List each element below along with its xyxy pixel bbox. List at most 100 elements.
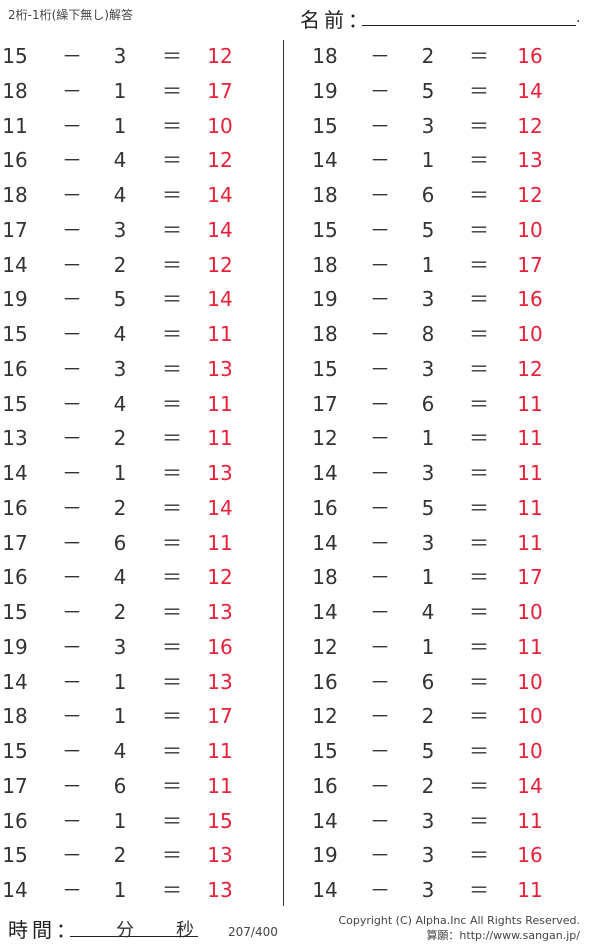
minuend: 15 [312, 356, 338, 381]
minus-sign: － [62, 808, 82, 833]
answer: 11 [517, 808, 543, 833]
minutes-label: 分 [116, 920, 134, 941]
equals-sign: ＝ [469, 461, 489, 485]
name-field-line [362, 25, 576, 26]
minuend: 14 [312, 878, 338, 902]
minuend: 17 [2, 530, 28, 555]
minus-sign: － [62, 843, 82, 868]
subtrahend: 4 [113, 183, 127, 207]
minuend: 17 [2, 773, 28, 798]
subtrahend: 3 [421, 461, 435, 485]
answer: 13 [207, 461, 233, 485]
equals-sign: ＝ [162, 565, 182, 590]
subtrahend: 1 [113, 461, 127, 485]
minus-sign: － [370, 356, 390, 381]
subtrahend: 3 [113, 217, 127, 242]
answer: 14 [517, 78, 543, 103]
subtrahend: 3 [113, 44, 127, 68]
answer: 10 [517, 322, 543, 346]
minuend: 15 [2, 600, 28, 624]
minuend: 14 [2, 669, 28, 694]
minus-sign: － [370, 113, 390, 138]
subtrahend: 1 [113, 808, 127, 833]
answer: 10 [517, 600, 543, 624]
answer: 16 [517, 843, 543, 868]
subtrahend: 6 [113, 530, 127, 555]
minuend: 19 [2, 634, 28, 659]
minuend: 11 [2, 113, 28, 138]
answer: 11 [517, 495, 543, 520]
minuend: 13 [2, 426, 28, 451]
time-field-line [70, 936, 198, 937]
answer: 14 [207, 287, 233, 312]
subtrahend: 5 [421, 495, 435, 520]
minus-sign: － [370, 322, 390, 346]
equals-sign: ＝ [162, 600, 182, 624]
answer: 10 [517, 217, 543, 242]
answer: 15 [207, 808, 233, 833]
worksheet-title: 2桁-1桁(繰下無し)解答 [8, 8, 133, 22]
answer: 10 [517, 739, 543, 763]
minus-sign: － [62, 287, 82, 312]
minus-sign: － [62, 391, 82, 416]
answer: 17 [517, 565, 543, 590]
minuend: 15 [2, 44, 28, 68]
minuend: 18 [312, 322, 338, 346]
minus-sign: － [370, 600, 390, 624]
answer: 10 [207, 113, 233, 138]
answer: 17 [207, 704, 233, 729]
minus-sign: － [370, 391, 390, 416]
seconds-label: 秒 [176, 920, 194, 941]
subtrahend: 3 [421, 356, 435, 381]
subtrahend: 3 [421, 530, 435, 555]
minuend: 16 [2, 565, 28, 590]
equals-sign: ＝ [469, 183, 489, 207]
minus-sign: － [370, 739, 390, 763]
subtrahend: 6 [421, 391, 435, 416]
answer: 11 [207, 530, 233, 555]
minus-sign: － [370, 44, 390, 68]
minuend: 16 [2, 495, 28, 520]
minus-sign: － [62, 322, 82, 346]
minuend: 18 [2, 183, 28, 207]
minus-sign: － [370, 530, 390, 555]
equals-sign: ＝ [162, 634, 182, 659]
minuend: 18 [2, 704, 28, 729]
equals-sign: ＝ [469, 356, 489, 381]
minus-sign: － [62, 634, 82, 659]
minus-sign: － [370, 634, 390, 659]
minuend: 16 [2, 808, 28, 833]
name-label: 名前： [300, 8, 372, 32]
subtrahend: 1 [421, 426, 435, 451]
minuend: 19 [312, 843, 338, 868]
subtrahend: 4 [113, 148, 127, 173]
answer: 14 [517, 773, 543, 798]
equals-sign: ＝ [469, 808, 489, 833]
equals-sign: ＝ [469, 217, 489, 242]
equals-sign: ＝ [162, 217, 182, 242]
minuend: 15 [312, 739, 338, 763]
answer: 13 [207, 669, 233, 694]
subtrahend: 3 [421, 878, 435, 902]
equals-sign: ＝ [162, 252, 182, 277]
answer: 13 [207, 600, 233, 624]
subtrahend: 2 [113, 495, 127, 520]
equals-sign: ＝ [162, 391, 182, 416]
answer: 12 [517, 356, 543, 381]
minus-sign: － [62, 148, 82, 173]
equals-sign: ＝ [469, 426, 489, 451]
minus-sign: － [62, 217, 82, 242]
answer: 11 [517, 426, 543, 451]
subtrahend: 1 [421, 148, 435, 173]
minus-sign: － [370, 843, 390, 868]
minuend: 16 [312, 773, 338, 798]
minuend: 18 [312, 565, 338, 590]
equals-sign: ＝ [469, 773, 489, 798]
subtrahend: 6 [421, 183, 435, 207]
equals-sign: ＝ [469, 322, 489, 346]
subtrahend: 2 [421, 773, 435, 798]
equals-sign: ＝ [469, 704, 489, 729]
minus-sign: － [62, 78, 82, 103]
subtrahend: 3 [421, 113, 435, 138]
answer: 11 [207, 322, 233, 346]
